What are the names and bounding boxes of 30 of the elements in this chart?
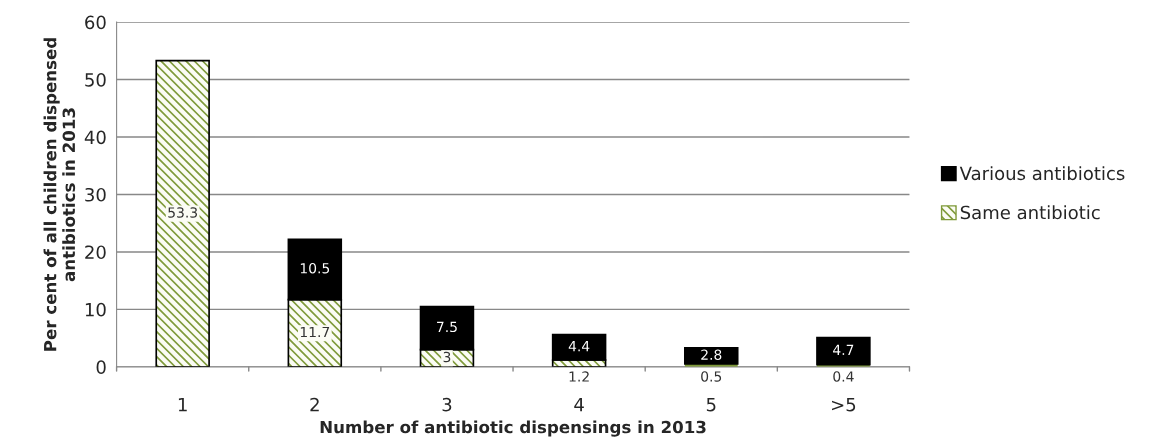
data-label: 4.7 <box>833 344 854 355</box>
y-tick-label: 0 <box>96 360 106 374</box>
data-label: 0.4 <box>833 371 854 382</box>
data-label: 11.7 <box>300 326 330 338</box>
data-label: 7.5 <box>437 321 457 333</box>
data-label: 4.4 <box>568 341 590 352</box>
legend-label: Same antibiotic <box>960 205 1100 220</box>
x-tick-label: 5 <box>706 397 716 412</box>
y-tick-label: 40 <box>84 130 106 145</box>
y-axis-title: Per cent of all children dispensed antibiotics in 2013 <box>43 38 76 351</box>
x-tick-label: 1 <box>178 397 187 412</box>
x-tick-label: 2 <box>310 397 319 412</box>
data-label: 3 <box>443 351 451 363</box>
data-label: 10.5 <box>300 262 330 274</box>
x-tick-label: >5 <box>832 397 856 412</box>
data-label: 0.5 <box>701 371 722 382</box>
data-label: 2.8 <box>701 349 722 360</box>
data-label: 1.2 <box>569 371 589 382</box>
legend-label: Various antibiotics <box>959 166 1125 181</box>
bar <box>683 347 739 365</box>
data-label: 53.3 <box>168 207 198 218</box>
y-tick-label: 20 <box>85 245 106 260</box>
y-tick-label: 50 <box>85 73 106 87</box>
x-tick-label: 3 <box>442 397 452 412</box>
y-tick-label: 60 <box>85 15 106 30</box>
bar <box>816 336 871 366</box>
y-tick-label: 30 <box>85 187 106 202</box>
y-tick-label: 10 <box>85 302 106 317</box>
x-axis-title: Number of antibiotic dispensings in 2013 <box>320 420 706 437</box>
x-tick-label: 4 <box>574 397 584 412</box>
